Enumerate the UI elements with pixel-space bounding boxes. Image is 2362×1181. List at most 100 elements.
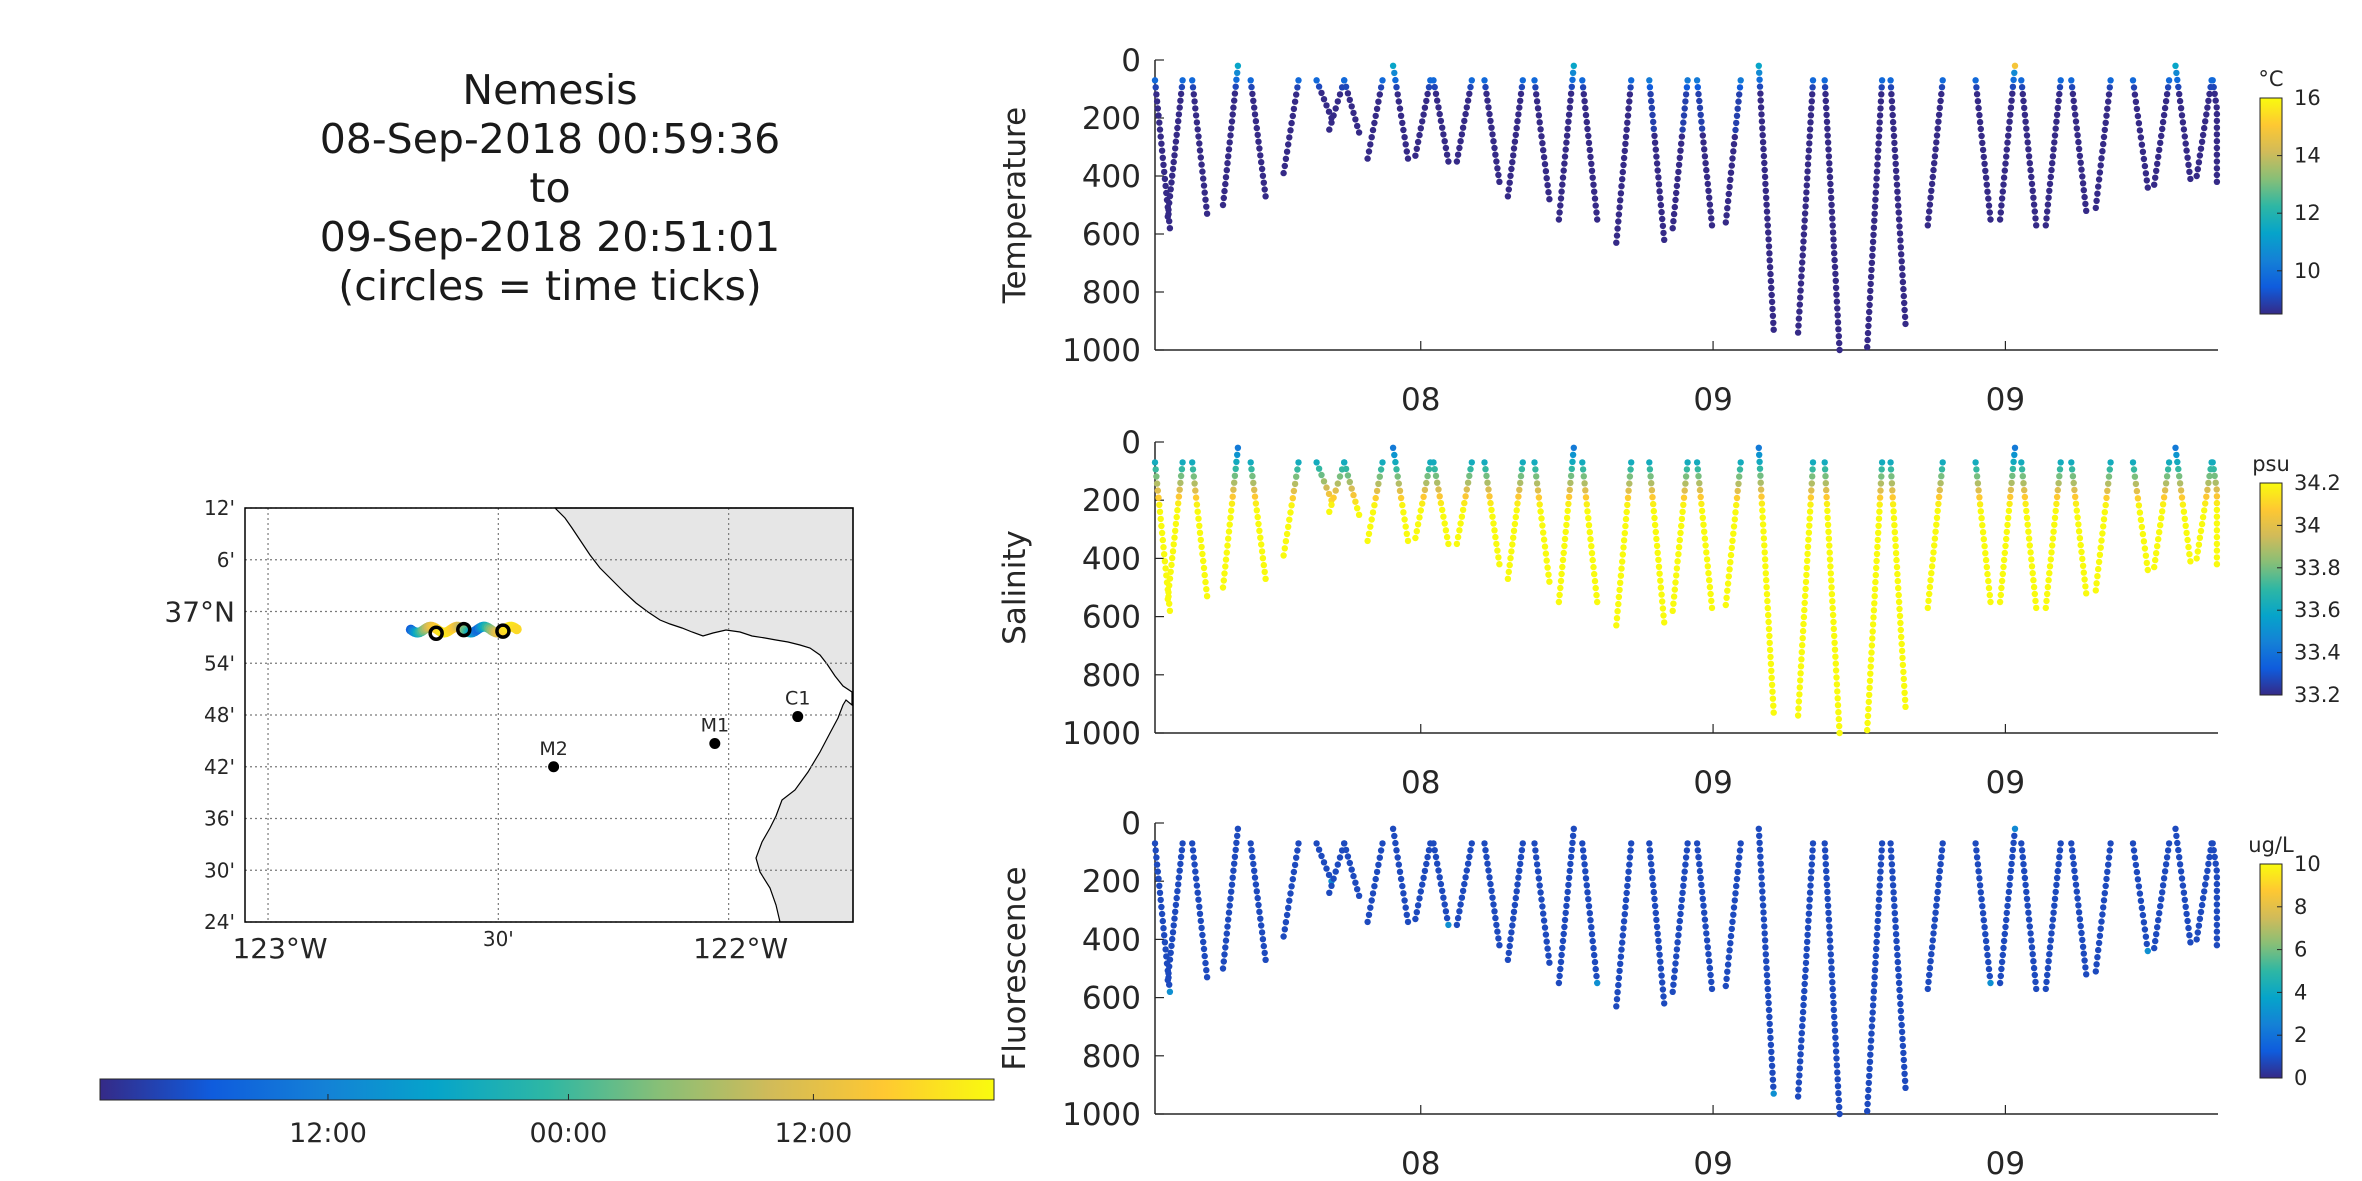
panel-fluorescence-point-7-6 <box>1328 882 1335 889</box>
panel-salinity-point-24-2 <box>1756 458 1763 465</box>
panel-fluorescence-point-25-5 <box>1807 875 1815 882</box>
panel-fluorescence-point-12-6 <box>1437 880 1445 888</box>
panel-fluorescence-point-24-27 <box>1766 1013 1773 1021</box>
panel-temperature-point-18-17 <box>1591 195 1599 202</box>
panel-temperature-point-27-0 <box>1878 77 1886 84</box>
panel-temperature-point-17-1 <box>1569 69 1577 77</box>
panel-temperature-point-11-10 <box>1413 145 1421 152</box>
panel-fluorescence-point-29-21 <box>1924 985 1932 993</box>
panel-temperature-ytick-label-2: 400 <box>1082 159 1141 195</box>
panel-salinity-point-18-4 <box>1582 487 1589 494</box>
panel-temperature-point-37-1 <box>2164 84 2172 91</box>
panel-fluorescence-point-22-16 <box>1705 951 1712 958</box>
panel-temperature-point-4-10 <box>1256 145 1263 152</box>
panel-fluorescence-point-19-22 <box>1613 996 1621 1003</box>
panel-salinity-point-24-25 <box>1765 618 1772 626</box>
panel-salinity-point-23-12 <box>1728 544 1736 552</box>
panel-temperature-point-23-10 <box>1730 148 1737 155</box>
panel-fluorescence-point-26-7 <box>1824 888 1831 896</box>
panel-salinity-point-23-16 <box>1725 573 1733 580</box>
panel-temperature-point-2-8 <box>1195 133 1202 140</box>
panel-salinity-point-20-9 <box>1651 521 1659 529</box>
panel-fluorescence-point-12-4 <box>1435 867 1442 874</box>
panel-temperature-colorbar <box>2259 97 2283 315</box>
panel-fluorescence-point-20-11 <box>1653 916 1660 924</box>
panel-temperature-point-38-14 <box>2185 161 2192 168</box>
panel-salinity-point-11-8 <box>1416 514 1423 521</box>
panel-salinity-point-0-21 <box>1166 607 1174 614</box>
panel-temperature-point-16-3 <box>1533 98 1541 105</box>
panel-salinity-point-14-10 <box>1491 527 1498 534</box>
panel-temperature-point-16-8 <box>1538 133 1545 140</box>
panel-salinity-point-40-6 <box>2213 499 2221 507</box>
panel-temperature-colorbar-label-2: 14 <box>2294 144 2321 168</box>
panel-temperature-point-8-8 <box>1355 129 1363 136</box>
panel-fluorescence-point-27-24 <box>1869 1009 1876 1016</box>
panel-fluorescence-point-11-5 <box>1420 874 1427 881</box>
panel-fluorescence-point-25-24 <box>1799 1008 1807 1016</box>
panel-fluorescence-point-28-35 <box>1902 1084 1909 1092</box>
panel-temperature-point-3-15 <box>1223 167 1231 174</box>
panel-temperature-point-18-12 <box>1588 160 1595 167</box>
panel-fluorescence-point-18-19 <box>1593 972 1600 980</box>
panel-salinity-point-27-29 <box>1867 663 1874 670</box>
panel-temperature-point-28-0 <box>1887 77 1894 84</box>
panel-fluorescence-point-18-2 <box>1580 854 1588 861</box>
panel-fluorescence-point-19-10 <box>1621 911 1629 918</box>
panel-fluorescence-point-1-4 <box>1176 867 1183 874</box>
panel-temperature-point-33-8 <box>2051 132 2059 139</box>
panel-salinity-point-6-2 <box>1318 471 1325 479</box>
panel-fluorescence-point-21-18 <box>1671 967 1679 974</box>
panel-salinity-point-21-6 <box>1680 501 1687 508</box>
panel-temperature-point-11-1 <box>1425 84 1433 91</box>
panel-fluorescence-point-37-1 <box>2164 847 2172 854</box>
panel-temperature-point-17-0 <box>1570 62 1578 69</box>
panel-fluorescence-point-23-11 <box>1729 918 1736 925</box>
panel-fluorescence-point-31-2 <box>2010 839 2017 846</box>
panel-fluorescence-point-33-2 <box>2056 854 2063 861</box>
panel-temperature-point-12-2 <box>1432 90 1440 98</box>
panel-fluorescence-point-27-4 <box>1877 868 1884 875</box>
panel-fluorescence-point-40-6 <box>2213 880 2221 888</box>
panel-temperature-point-24-25 <box>1765 236 1772 243</box>
panel-fluorescence-point-23-17 <box>1724 961 1732 968</box>
panel-fluorescence-point-17-8 <box>1565 881 1572 889</box>
panel-fluorescence-point-38-3 <box>2175 846 2182 854</box>
panel-temperature-point-30-0 <box>1972 77 1979 84</box>
panel-fluorescence-point-25-23 <box>1800 1001 1807 1009</box>
panel-fluorescence-point-0-0 <box>1151 840 1159 847</box>
panel-fluorescence-colorbar-label-0: 0 <box>2294 1066 2307 1090</box>
panel-temperature-point-24-21 <box>1763 208 1771 215</box>
panel-temperature-point-22-3 <box>1696 97 1703 105</box>
panel-temperature-point-16-12 <box>1541 161 1549 168</box>
panel-temperature-point-28-22 <box>1896 230 1904 237</box>
panel-temperature-point-1-1 <box>1178 83 1186 91</box>
panel-temperature-point-1-4 <box>1176 104 1183 111</box>
panel-salinity-point-36-0 <box>2129 459 2137 466</box>
panel-temperature-point-17-7 <box>1565 111 1573 118</box>
panel-temperature-point-33-4 <box>2054 104 2061 112</box>
panel-salinity-point-20-8 <box>1651 514 1658 522</box>
panel-fluorescence-point-18-6 <box>1583 882 1591 889</box>
panel-temperature-point-14-14 <box>1495 171 1502 179</box>
panel-salinity-point-30-13 <box>1982 550 1989 557</box>
panel-fluorescence-point-4-3 <box>1250 860 1257 868</box>
panel-fluorescence-point-40-8 <box>2213 894 2221 901</box>
panel-salinity-point-28-11 <box>1892 536 1899 543</box>
panel-salinity-point-19-23 <box>1613 622 1620 629</box>
panel-salinity-point-2-8 <box>1195 515 1202 522</box>
panel-fluorescence-point-21-21 <box>1669 988 1676 995</box>
panel-fluorescence-point-9-1 <box>1377 847 1385 854</box>
panel-temperature-point-26-33 <box>1834 305 1841 312</box>
panel-temperature-point-15-2 <box>1517 90 1525 98</box>
panel-fluorescence-point-26-13 <box>1826 930 1833 937</box>
panel-fluorescence-ytick-label-5: 1000 <box>1062 1097 1141 1133</box>
panel-temperature-point-13-6 <box>1461 117 1468 125</box>
panel-fluorescence-point-29-2 <box>1938 854 1945 861</box>
panel-fluorescence-point-28-20 <box>1895 979 1903 987</box>
panel-salinity-point-15-7 <box>1513 507 1520 514</box>
panel-salinity-point-21-8 <box>1678 515 1686 523</box>
panel-fluorescence-point-3-20 <box>1219 965 1227 972</box>
panel-temperature-point-6-2 <box>1318 89 1325 97</box>
panel-temperature-point-28-3 <box>1888 98 1896 105</box>
